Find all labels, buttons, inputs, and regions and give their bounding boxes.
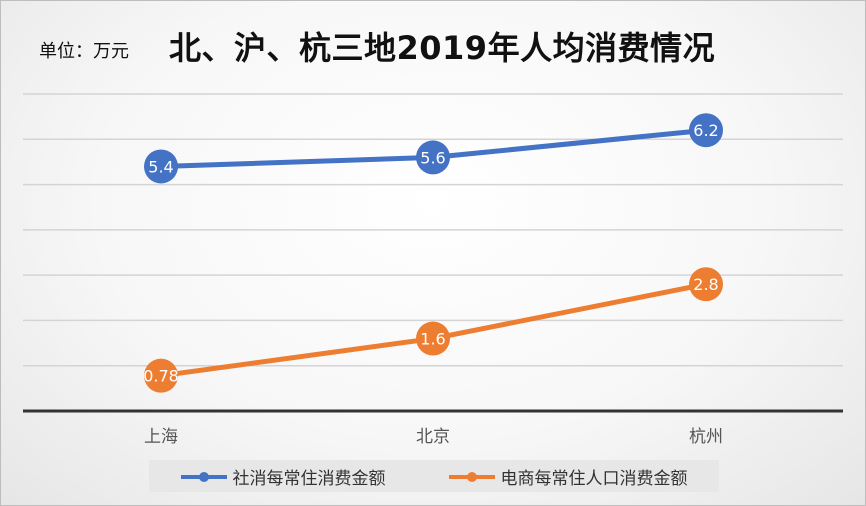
legend-label-dianshang: 电商每常住人口消费金额: [500, 468, 688, 489]
legend-swatch-orange: [448, 469, 495, 483]
gridlines: [23, 93, 843, 367]
data-point-marker: [689, 267, 723, 302]
unit-label: 单位：万元: [39, 41, 129, 62]
data-label: 2.8: [693, 275, 718, 294]
data-label: 1.6: [420, 330, 445, 349]
x-tick-label: 杭州: [689, 427, 723, 447]
x-tick-label: 北京: [416, 427, 450, 447]
x-tick-label: 上海: [144, 427, 178, 447]
data-point-marker: [416, 321, 450, 356]
legend: 社消每常住消费金额 电商每常住人口消费金额: [149, 460, 719, 492]
legend-swatch-blue: [180, 469, 227, 483]
legend-label-shexiao: 社消每常住消费金额: [232, 468, 386, 489]
data-point-marker: [144, 358, 178, 393]
data-point-marker: [689, 113, 723, 148]
data-label: 5.6: [420, 148, 445, 167]
data-label: 6.2: [693, 121, 718, 140]
legend-item-shexiao[interactable]: 社消每常住消费金额: [180, 464, 386, 489]
data-label: 0.78: [143, 367, 179, 386]
data-label: 5.4: [148, 157, 173, 176]
series-markers: 5.4 5.6 6.2 0.78 1.6 2.8: [143, 113, 723, 393]
legend-item-dianshang[interactable]: 电商每常住人口消费金额: [448, 464, 688, 489]
data-point-marker: [144, 149, 178, 184]
chart-title: 北、沪、杭三地2019年人均消费情况: [169, 29, 716, 67]
x-tick-labels: 上海 北京 杭州: [144, 427, 723, 447]
data-point-marker: [416, 140, 450, 175]
